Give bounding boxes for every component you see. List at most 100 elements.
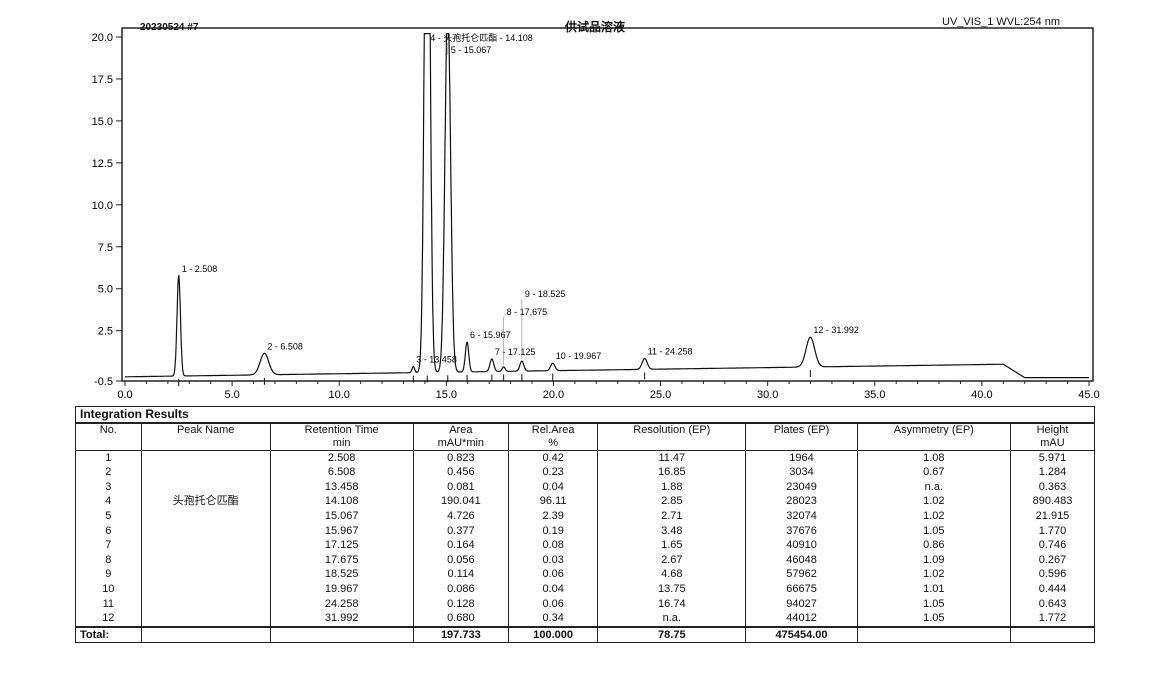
- table-cell: 0.128: [412, 596, 510, 612]
- y-tick-label: 2.5: [98, 326, 113, 338]
- column-header: Area mAU*min: [412, 422, 510, 451]
- integration-results-table: Integration Results No. Peak Name Retentio…: [75, 405, 1096, 644]
- table-row: 2 6.508 0.456 0.23 16.85 3034 0.67 1.284: [75, 465, 1096, 480]
- peak-marker: 2 - 6.508: [263, 341, 303, 385]
- table-cell: 2: [75, 465, 142, 480]
- peak-marker: 10 - 19.967: [552, 351, 602, 381]
- peak-label: 10 - 19.967: [556, 351, 602, 361]
- total-cell: 475454.00: [745, 625, 858, 644]
- table-cell: n.a.: [856, 479, 1011, 495]
- peak-label: 6 - 15.967: [470, 330, 511, 340]
- table-row: 9 18.525 0.114 0.06 4.68 57962 1.02 0.596: [75, 567, 1096, 582]
- table-cell: 2.67: [597, 552, 747, 568]
- x-tick-label: 35.0: [864, 389, 885, 401]
- column-unit: min: [332, 436, 351, 449]
- x-tick-label: 15.0: [436, 389, 457, 401]
- x-tick-label: 10.0: [329, 389, 350, 401]
- y-tick-label: 15.0: [92, 116, 113, 128]
- table-cell: 40910: [745, 538, 858, 553]
- table-cell: 3.48: [597, 523, 747, 539]
- table-cell: 32074: [745, 508, 858, 524]
- table-cell: 890.483: [1009, 494, 1096, 509]
- table-cell: 9: [75, 567, 142, 582]
- table-cell: 0.086: [412, 581, 510, 597]
- peak-marker: 6 - 15.967: [466, 330, 511, 382]
- table-cell: 0.363: [1009, 479, 1096, 495]
- table-cell: 0.164: [412, 538, 510, 553]
- table-cell: 14.108: [269, 494, 414, 509]
- table-cell: 1.05: [856, 596, 1011, 612]
- column-header: Resolution (EP): [597, 422, 747, 451]
- table-title: Integration Results: [75, 405, 1095, 424]
- y-tick-label: 12.5: [92, 158, 113, 170]
- table-cell: 0.04: [508, 581, 599, 597]
- table-cell: 2.71: [597, 508, 747, 524]
- peak-label: 8 - 17.675: [507, 307, 548, 317]
- table-row: 4 头孢托仑匹酯 14.108 190.041 96.11 2.85 28023 1.02 89…: [75, 494, 1096, 509]
- table-cell: 6: [75, 523, 142, 539]
- table-cell: 1.284: [1009, 465, 1096, 480]
- table-cell: 头孢托仑匹酯: [140, 494, 271, 509]
- table-cell: 44012: [745, 611, 858, 627]
- table-cell: 24.258: [269, 596, 414, 612]
- table-cell: 0.06: [508, 596, 599, 612]
- y-tick-label: 17.5: [92, 74, 113, 86]
- table-cell: 37676: [745, 523, 858, 539]
- peak-marker: 12 - 31.992: [809, 325, 859, 377]
- table-cell: [140, 450, 271, 466]
- table-cell: 1.02: [856, 494, 1011, 509]
- column-unit: %: [548, 436, 559, 449]
- table-cell: 13.75: [597, 581, 747, 597]
- peak-label: 11 - 24.258: [648, 347, 693, 357]
- table-cell: 0.04: [508, 479, 599, 495]
- column-title: Peak Name: [176, 423, 235, 436]
- column-title: Resolution (EP): [633, 423, 711, 436]
- peak-label: 3 - 13.458: [416, 355, 457, 365]
- table-row: 3 13.458 0.081 0.04 1.88 23049 n.a. 0.363: [75, 479, 1096, 495]
- table-cell: 0.746: [1009, 538, 1096, 553]
- x-tick-label: 20.0: [543, 389, 564, 401]
- table-cell: 1.09: [856, 552, 1011, 568]
- table-cell: 13.458: [269, 479, 414, 495]
- peak-marker: 11 - 24.258: [644, 347, 693, 380]
- table-cell: 7: [75, 538, 142, 553]
- peak-marker: 4 - 头孢托仑匹酯 - 14.108: [426, 32, 533, 383]
- table-cell: 0.823: [412, 450, 510, 466]
- table-cell: 2.39: [508, 508, 599, 524]
- plot-frame: [121, 27, 1094, 382]
- table-cell: 1: [75, 450, 142, 466]
- table-cell: 0.19: [508, 523, 599, 539]
- total-cell: 100.000: [508, 625, 599, 644]
- table-row: 6 15.967 0.377 0.19 3.48 37676 1.05 1.770: [75, 523, 1096, 539]
- table-cell: 66675: [745, 581, 858, 597]
- table-cell: 0.596: [1009, 567, 1096, 582]
- table-cell: 1.770: [1009, 523, 1096, 539]
- table-cell: 1.01: [856, 581, 1011, 597]
- table-cell: 15.067: [269, 508, 414, 524]
- table-cell: 0.267: [1009, 552, 1096, 568]
- table-cell: 0.377: [412, 523, 510, 539]
- table-cell: 16.74: [597, 596, 747, 612]
- table-row: 7 17.125 0.164 0.08 1.65 40910 0.86 0.746: [75, 538, 1096, 553]
- table-row: 8 17.675 0.056 0.03 2.67 46048 1.09 0.267: [75, 552, 1096, 568]
- table-cell: 23049: [745, 479, 858, 495]
- column-header: Retention Time min: [269, 422, 414, 451]
- table-row: 12 31.992 0.680 0.34 n.a. 44012 1.05 1.772: [75, 611, 1096, 627]
- total-cell: [856, 625, 1011, 644]
- table-cell: 190.041: [412, 494, 510, 509]
- table-cell: [140, 596, 271, 612]
- table-cell: 11.47: [597, 450, 747, 466]
- chromatogram: 0.0 5.0 10.0 15.0 20.0 25.0 30.0 35.0 40.0 45.0 -0…: [92, 27, 1100, 401]
- peak-label: 4 - 头孢托仑匹酯 - 14.108: [430, 32, 533, 43]
- x-tick-label: 5.0: [224, 389, 239, 401]
- table-cell: 5.971: [1009, 450, 1096, 466]
- table-cell: n.a.: [597, 611, 747, 627]
- peak-marker: 3 - 13.458: [412, 355, 457, 383]
- table-cell: 0.67: [856, 465, 1011, 480]
- peak-marker: 1 - 2.508: [178, 264, 217, 387]
- y-tick-label: 20.0: [92, 32, 113, 44]
- column-unit: mAU: [1040, 436, 1065, 449]
- peak-marker: 5 - 15.067: [447, 43, 491, 383]
- column-unit: mAU*min: [437, 436, 485, 449]
- table-cell: 1.65: [597, 538, 747, 553]
